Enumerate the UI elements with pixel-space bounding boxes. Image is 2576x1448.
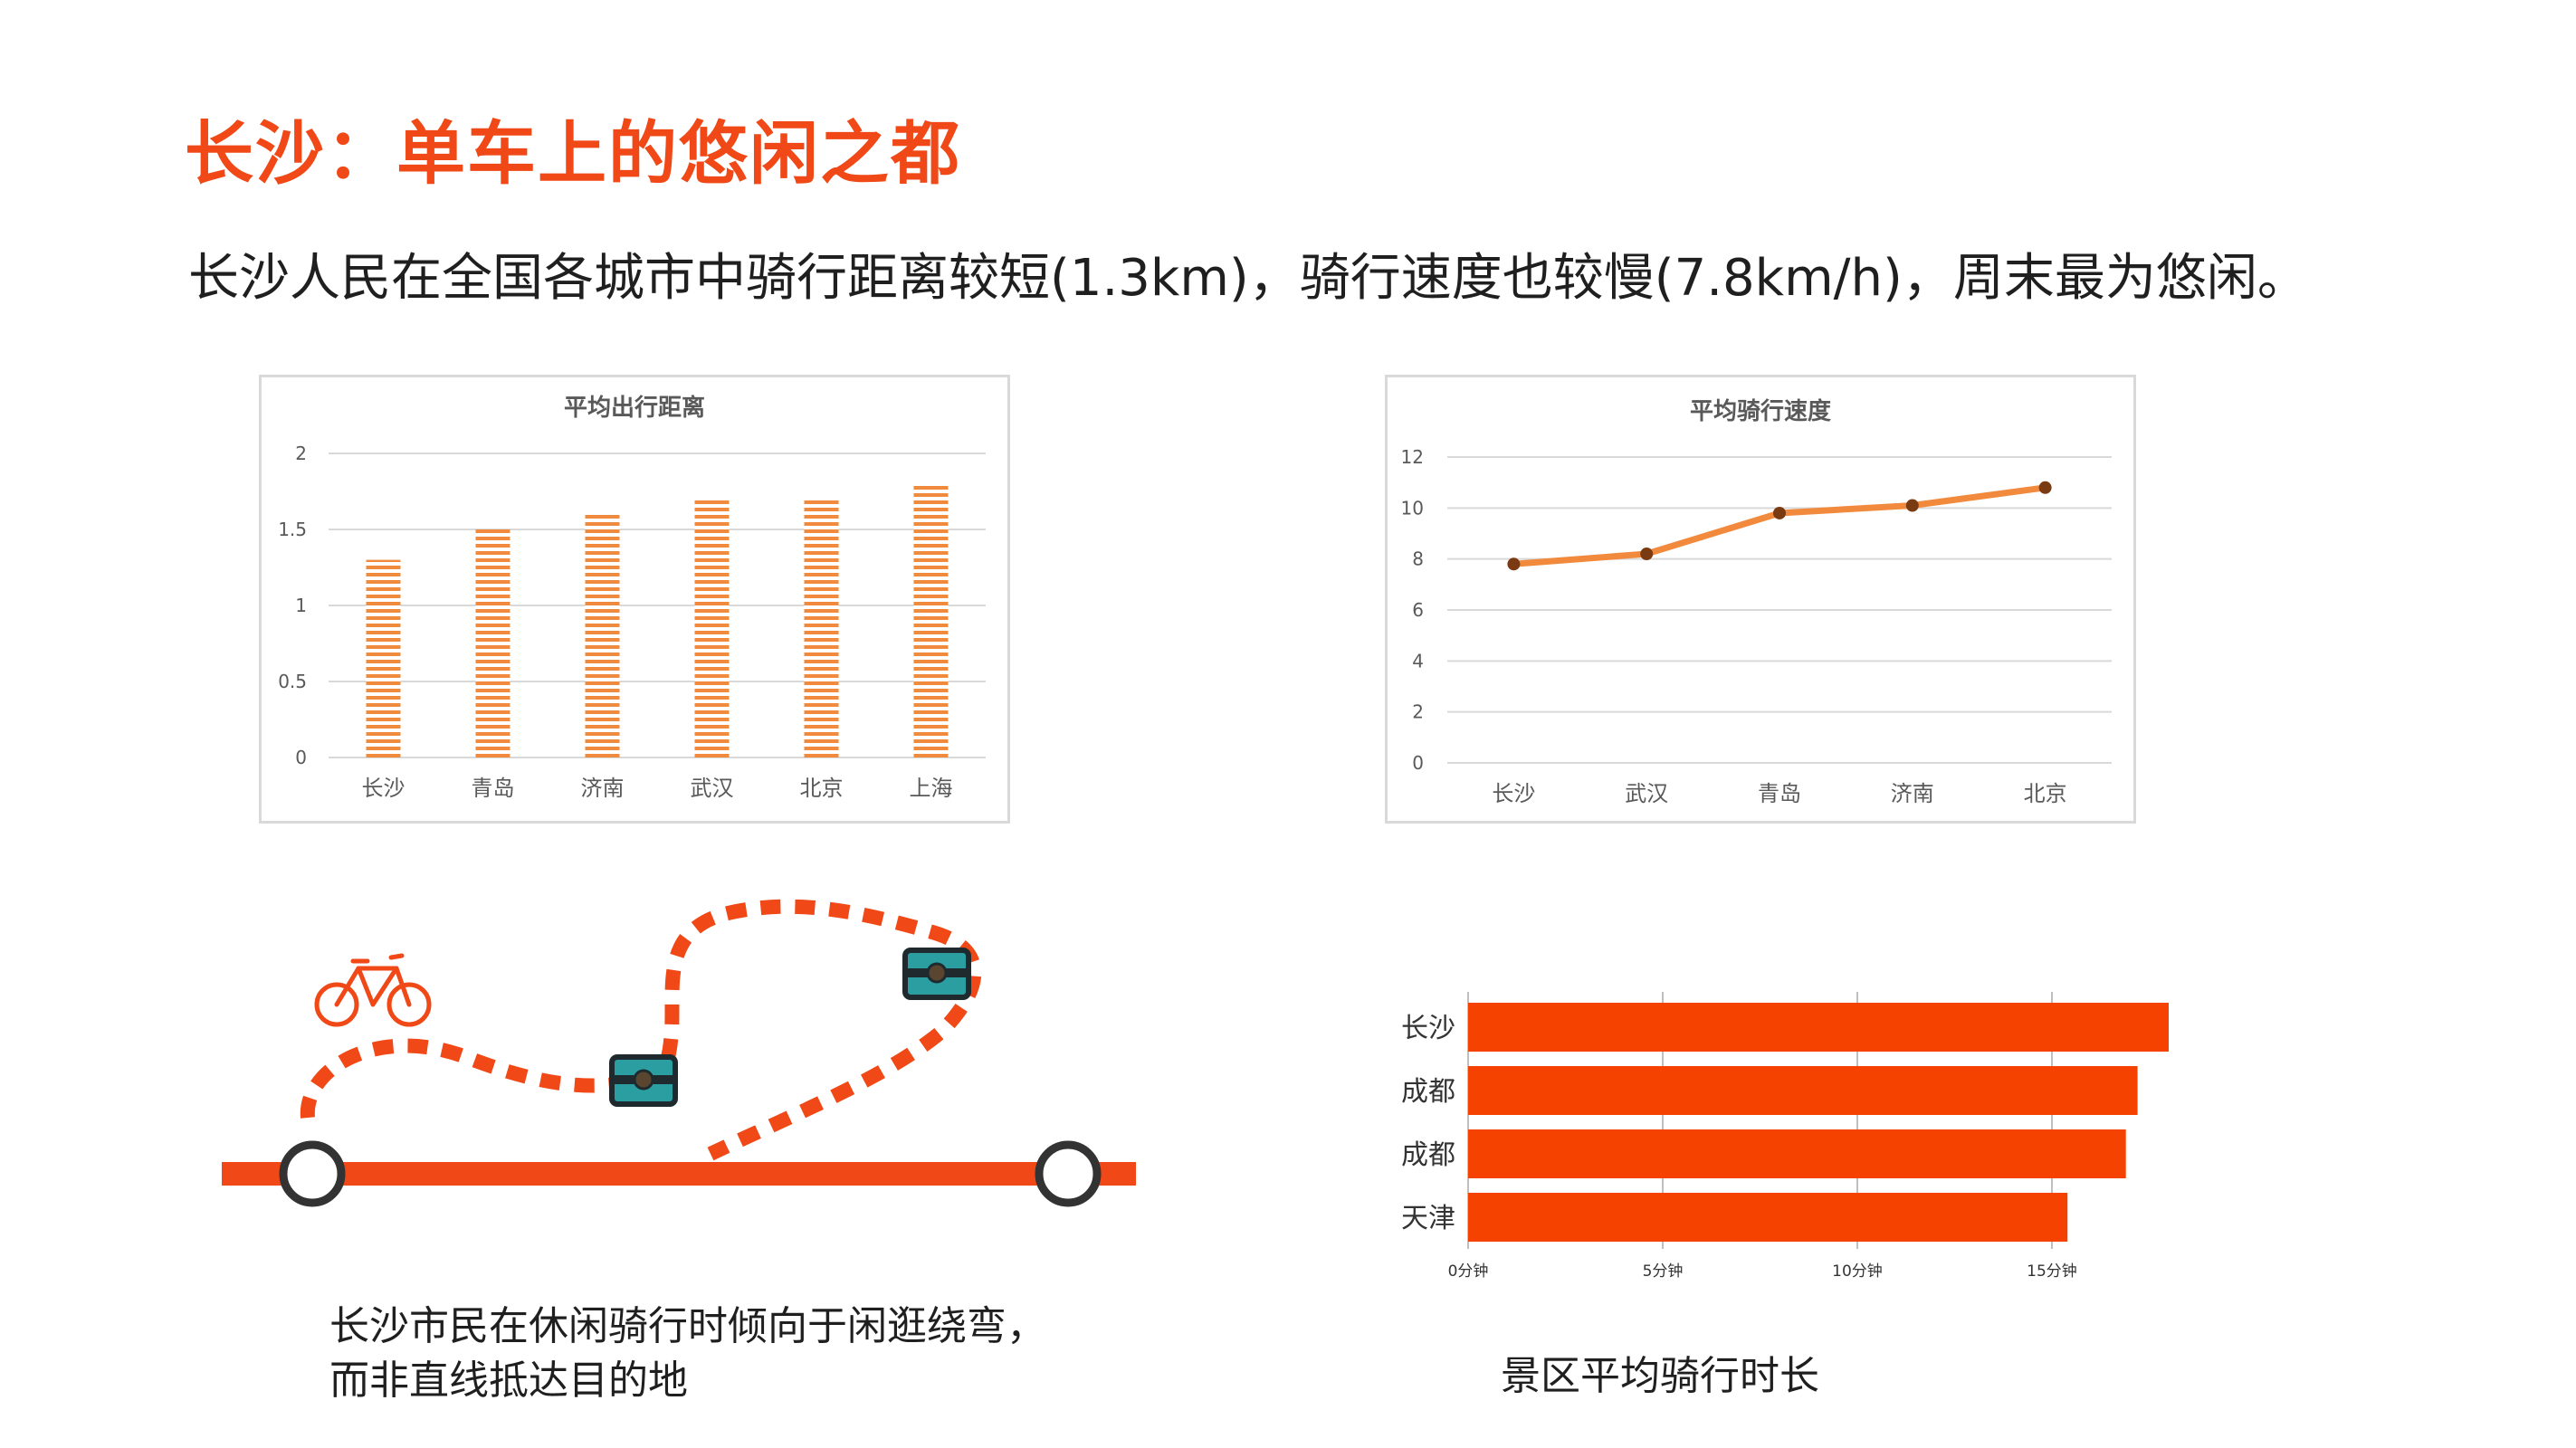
bar-成都	[1468, 1066, 2138, 1115]
x-tick-label: 北京	[800, 776, 844, 801]
y-tick-label: 0.5	[278, 671, 307, 692]
chart-title: 平均出行距离	[564, 394, 705, 422]
x-tick-label: 青岛	[472, 776, 515, 801]
point-北京	[2038, 481, 2052, 494]
bar-武汉	[694, 499, 730, 757]
route-caption-line1: 长沙市民在休闲骑行时倾向于闲逛绕弯，	[329, 1303, 1046, 1349]
point-武汉	[1640, 548, 1654, 561]
chart-title: 平均骑行速度	[1690, 397, 1831, 425]
start-station-icon	[279, 1140, 346, 1207]
x-tick-label: 武汉	[691, 776, 734, 801]
x-tick-label: 5分钟	[1643, 1262, 1684, 1281]
route-caption: 长沙市民在休闲骑行时倾向于闲逛绕弯， 而非直线抵达目的地	[329, 1300, 1046, 1408]
x-tick-label: 10分钟	[1832, 1262, 1883, 1281]
y-tick-label: 长沙	[1401, 1013, 1455, 1044]
y-tick-label: 6	[1412, 599, 1424, 621]
x-tick-label: 济南	[581, 776, 625, 801]
point-济南	[1905, 499, 1919, 512]
x-tick-label: 长沙	[362, 776, 405, 801]
bar-北京	[804, 499, 839, 757]
x-tick-label: 北京	[2024, 781, 2067, 806]
x-tick-label: 济南	[1891, 781, 1934, 806]
y-tick-label: 成都	[1401, 1139, 1455, 1171]
x-tick-label: 0分钟	[1448, 1262, 1489, 1281]
scenic-duration-caption: 景区平均骑行时长	[1501, 1353, 1819, 1399]
bar-长沙	[1468, 1003, 2169, 1052]
y-tick-label: 12	[1401, 446, 1424, 468]
y-tick-label: 2	[295, 443, 307, 464]
route-caption-line2: 而非直线抵达目的地	[329, 1358, 688, 1404]
x-tick-label: 长沙	[1492, 781, 1535, 806]
y-tick-label: 天津	[1401, 1203, 1455, 1234]
x-tick-label: 青岛	[1758, 781, 1801, 806]
point-青岛	[1773, 506, 1786, 519]
y-tick-label: 1.5	[278, 519, 307, 540]
distance-bar-chart: 平均出行距离 0 0.5 1 1.5 2 长沙 青岛 济南 武汉 北京 上海	[278, 394, 986, 801]
bar-上海	[913, 483, 949, 757]
distance-chart-panel: 平均出行距离 0 0.5 1 1.5 2 长沙 青岛 济南 武汉 北京 上海	[259, 375, 1010, 824]
x-tick-label: 武汉	[1625, 781, 1668, 806]
y-tick-label: 1	[295, 595, 307, 616]
y-tick-label: 10	[1401, 497, 1424, 519]
y-tick-label: 0	[295, 747, 307, 768]
bicycle-icon	[314, 953, 432, 1027]
x-tick-label: 15分钟	[2027, 1262, 2077, 1281]
bar-济南	[585, 514, 620, 757]
straight-road	[222, 1162, 1136, 1186]
y-tick-label: 8	[1412, 548, 1424, 570]
winding-route	[300, 899, 982, 1161]
bar-成都	[1468, 1129, 2126, 1178]
treasure-chest-icon	[609, 1054, 678, 1107]
bar-青岛	[475, 529, 510, 757]
y-tick-label: 0	[1412, 752, 1424, 774]
y-tick-label: 2	[1412, 701, 1424, 723]
bar-长沙	[366, 559, 401, 757]
scenic-duration-chart-panel: 0分钟 5分钟 10分钟 15分钟 长沙 成都 成都 天津	[1385, 977, 2199, 1303]
bar-天津	[1468, 1193, 2068, 1242]
route-diagram	[222, 899, 1136, 1207]
y-tick-label: 4	[1412, 650, 1424, 672]
end-station-icon	[1035, 1140, 1102, 1207]
series-line	[1510, 484, 2049, 567]
speed-line-chart: 平均骑行速度 0 2 4 6 8 10 12 长沙 武汉 青岛 济南 北京	[1401, 397, 2112, 806]
point-长沙	[1507, 557, 1521, 571]
page-subtitle: 长沙人民在全国各城市中骑行距离较短(1.3km)，骑行速度也较慢(7.8km/h…	[188, 249, 2308, 308]
y-tick-label: 成都	[1401, 1076, 1455, 1108]
treasure-chest-icon	[902, 948, 971, 1000]
speed-chart-panel: 平均骑行速度 0 2 4 6 8 10 12 长沙 武汉 青岛 济南 北京	[1385, 375, 2136, 824]
x-tick-label: 上海	[910, 776, 953, 801]
route-illustration	[217, 887, 1140, 1222]
page-title: 长沙：单车上的悠闲之都	[185, 113, 961, 194]
